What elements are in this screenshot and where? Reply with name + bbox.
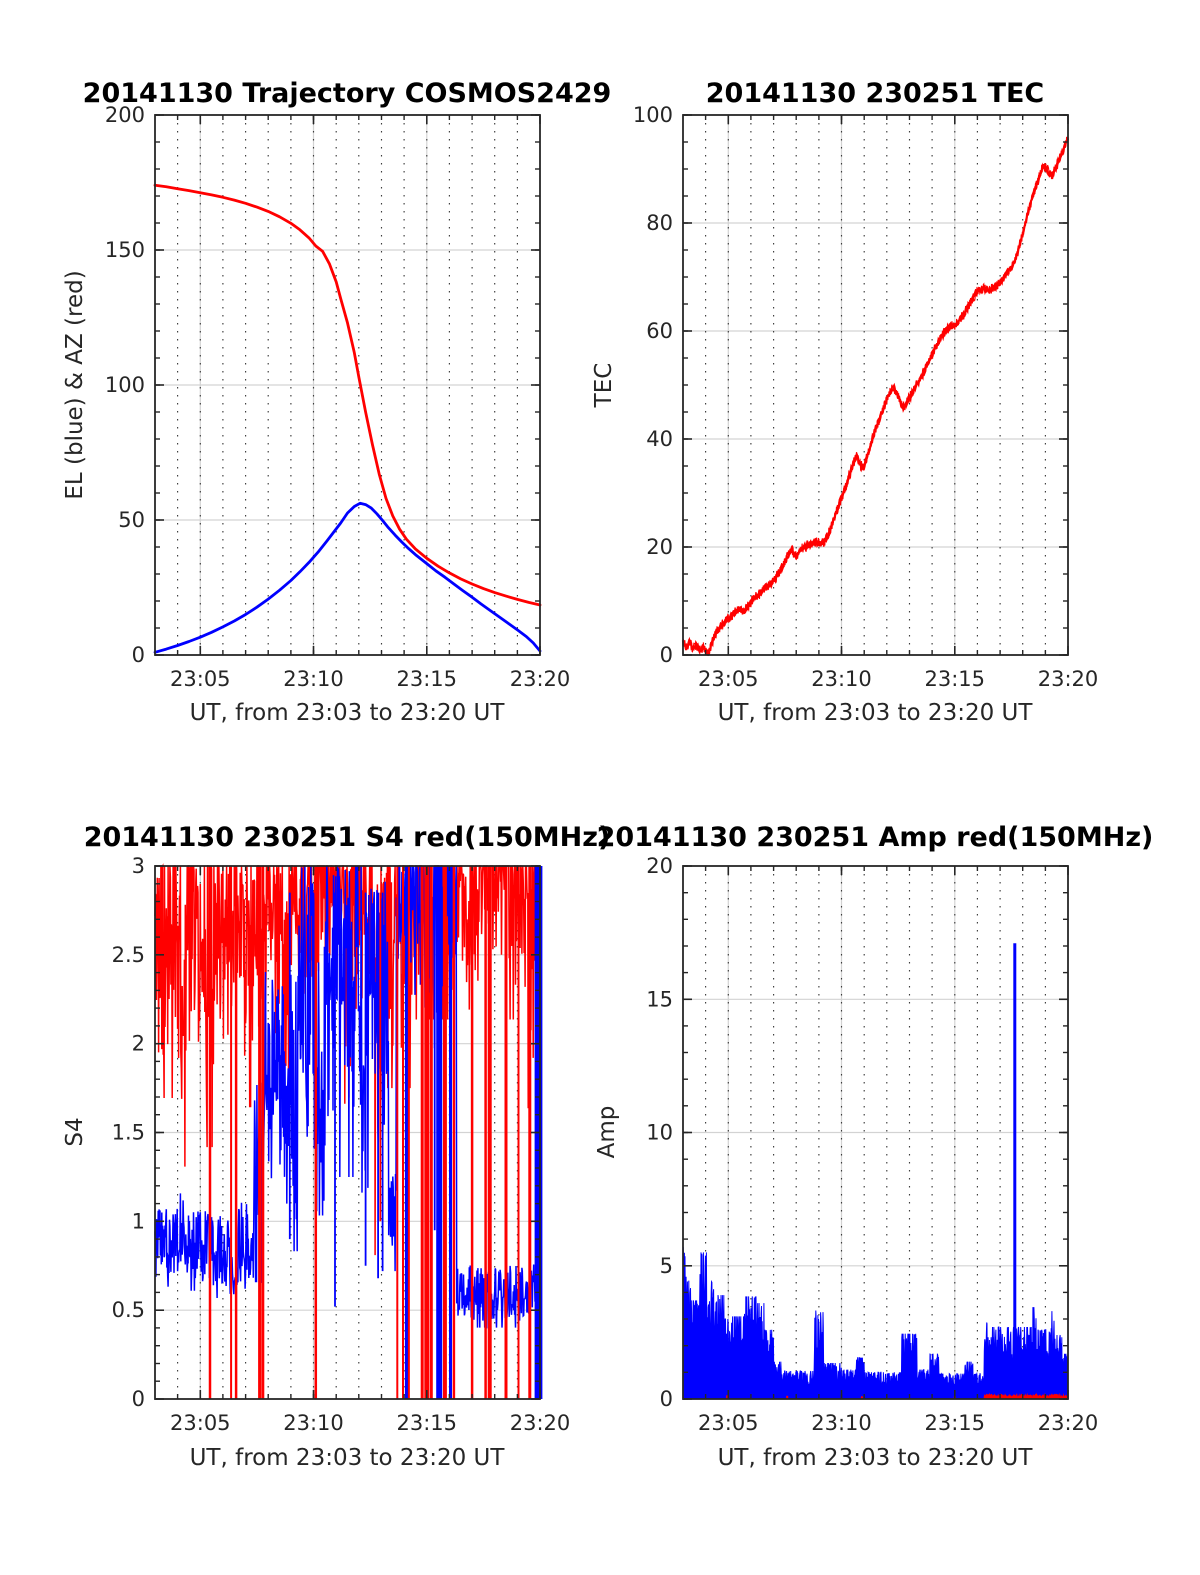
y-tick-label: 3: [132, 854, 145, 878]
y-tick-label: 100: [633, 103, 673, 127]
y-tick-label: 0: [660, 1387, 673, 1411]
title-amp: 20141130 230251 Amp red(150MHz): [596, 822, 1154, 853]
title-s4: 20141130 230251 S4 red(150MHz): [83, 822, 611, 853]
x-tick-label: 23:20: [510, 1411, 571, 1435]
amp-area: [682, 1247, 1069, 1400]
plot-trajectory: 23:05 23:10 23:15 23:20 0 50 100 150 200: [105, 103, 570, 691]
y-tick-label: 150: [105, 238, 145, 262]
x-tick-label: 23:10: [811, 667, 872, 691]
amp-grid: [683, 866, 1068, 1399]
title-tec: 20141130 230251 TEC: [705, 78, 1045, 109]
y-tick-label: 80: [646, 211, 673, 235]
tec-tick-labels: 23:05 23:10 23:15 23:20 0 20 40 60 80 100: [633, 103, 1098, 691]
y-tick-label: 20: [646, 535, 673, 559]
xlabel-tec: UT, from 23:03 to 23:20 UT: [717, 700, 1033, 726]
ylabel-s4: S4: [62, 1117, 88, 1147]
x-tick-label: 23:15: [396, 1411, 457, 1435]
x-tick-label: 23:05: [170, 667, 231, 691]
amp-red-band: [983, 1392, 1069, 1400]
x-tick-label: 23:05: [698, 667, 759, 691]
xlabel-amp: UT, from 23:03 to 23:20 UT: [717, 1445, 1033, 1471]
x-tick-label: 23:10: [811, 1411, 872, 1435]
x-tick-label: 23:10: [283, 1411, 344, 1435]
y-tick-label: 100: [105, 373, 145, 397]
tec-series: [681, 136, 1070, 657]
y-tick-label: 0: [132, 643, 145, 667]
plot-s4: 23:05 23:10 23:15 23:20 0 0.5 1 1.5 2 2.5 3: [112, 854, 571, 1435]
amp-tick-labels: 23:05 23:10 23:15 23:20 0 5 10 15 20: [646, 854, 1098, 1435]
ylabel-trajectory: EL (blue) & AZ (red): [62, 270, 88, 500]
y-tick-label: 0.5: [112, 1298, 145, 1322]
tec-ticks: [683, 114, 1069, 656]
y-tick-label: 10: [646, 1121, 673, 1145]
y-tick-label: 5: [660, 1254, 673, 1278]
amp-series: [682, 943, 1069, 1400]
x-tick-label: 23:20: [1038, 1411, 1099, 1435]
x-tick-label: 23:05: [170, 1411, 231, 1435]
x-tick-label: 23:15: [396, 667, 457, 691]
y-tick-label: 60: [646, 319, 673, 343]
y-tick-label: 0: [660, 643, 673, 667]
trajectory-series: [153, 183, 542, 654]
title-trajectory: 20141130 Trajectory COSMOS2429: [82, 78, 612, 109]
az-line: [153, 183, 542, 607]
s4-series: [154, 863, 543, 1399]
y-tick-label: 2.5: [112, 943, 145, 967]
xlabel-trajectory: UT, from 23:03 to 23:20 UT: [189, 700, 505, 726]
y-tick-label: 20: [646, 854, 673, 878]
tec-line: [681, 136, 1070, 657]
ylabel-tec: TEC: [591, 362, 617, 408]
x-tick-label: 23:05: [698, 1411, 759, 1435]
trajectory-grid: [155, 115, 540, 655]
y-tick-label: 0: [132, 1387, 145, 1411]
s4-blue-noise: [154, 865, 541, 1340]
trajectory-ticks: [155, 114, 541, 656]
y-tick-label: 1: [132, 1209, 145, 1233]
s4-ticks: [155, 865, 541, 1400]
amp-ticks: [683, 865, 1069, 1400]
y-tick-label: 50: [118, 508, 145, 532]
ylabel-amp: Amp: [594, 1105, 620, 1159]
plot-amp: 23:05 23:10 23:15 23:20 0 5 10 15 20: [646, 854, 1098, 1435]
x-tick-label: 23:15: [924, 1411, 985, 1435]
s4-tick-labels: 23:05 23:10 23:15 23:20 0 0.5 1 1.5 2 2.5 3: [112, 854, 571, 1435]
tec-frame: [682, 114, 1069, 656]
xlabel-s4: UT, from 23:03 to 23:20 UT: [189, 1445, 505, 1471]
y-tick-label: 1.5: [112, 1121, 145, 1145]
tec-grid: [683, 115, 1068, 655]
el-line: [153, 501, 542, 654]
y-tick-label: 2: [132, 1032, 145, 1056]
tec-line: [682, 136, 1069, 657]
x-tick-label: 23:10: [283, 667, 344, 691]
y-tick-label: 40: [646, 427, 673, 451]
x-tick-label: 23:20: [510, 667, 571, 691]
plot-tec: 23:05 23:10 23:15 23:20 0 20 40 60 80 100: [633, 103, 1098, 691]
y-tick-label: 15: [646, 987, 673, 1011]
y-tick-label: 200: [105, 103, 145, 127]
x-tick-label: 23:20: [1038, 667, 1099, 691]
trajectory-tick-labels: 23:05 23:10 23:15 23:20 0 50 100 150 200: [105, 103, 570, 691]
x-tick-label: 23:15: [924, 667, 985, 691]
